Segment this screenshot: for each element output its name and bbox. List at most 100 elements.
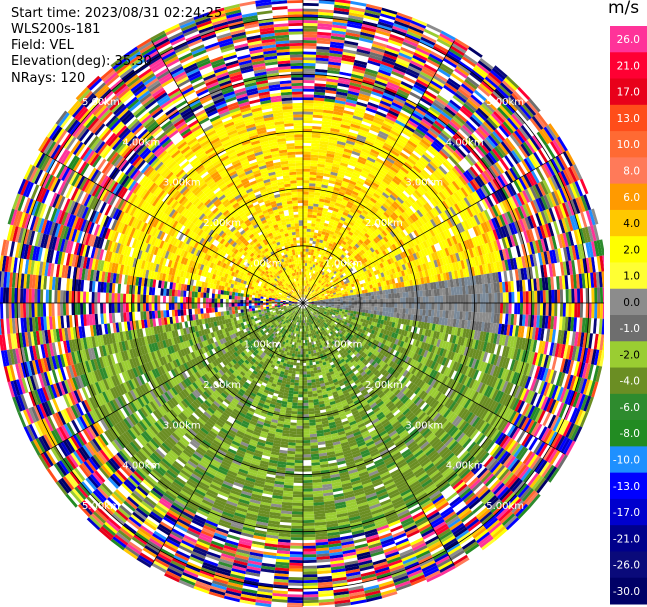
velocity-gate [393,65,407,74]
velocity-gate [303,254,306,258]
velocity-gate [304,294,307,298]
velocity-gate [316,40,331,45]
velocity-gate [444,143,455,154]
velocity-gate [394,187,403,195]
velocity-gate [432,45,448,56]
velocity-gate [306,286,309,290]
velocity-gate [318,242,323,246]
velocity-gate [312,120,323,124]
velocity-gate [399,112,411,120]
velocity-gate [303,271,305,275]
velocity-gate [500,303,504,314]
velocity-gate [380,194,388,201]
velocity-gate [316,43,331,48]
velocity-gate [316,275,319,279]
velocity-gate [364,289,368,294]
velocity-gate [326,75,339,80]
velocity-gate [491,67,506,80]
velocity-gate [310,292,314,295]
velocity-gate [327,147,336,152]
velocity-gate [358,190,366,197]
velocity-gate [370,291,375,296]
velocity-gate [343,110,354,116]
velocity-gate [312,212,318,216]
velocity-gate [318,269,322,274]
velocity-gate [344,228,350,234]
velocity-gate [425,303,429,310]
velocity-gate [554,289,558,303]
velocity-gate [411,297,415,303]
velocity-gate [339,188,346,194]
velocity-gate [508,292,512,303]
velocity-gate [413,109,425,119]
velocity-gate [459,85,473,97]
velocity-gate [390,180,399,188]
velocity-gate [303,125,313,129]
velocity-gate [379,13,396,21]
velocity-gate [333,220,339,225]
velocity-gate [355,139,365,146]
velocity-gate [399,49,414,58]
velocity-gate [312,276,315,280]
velocity-gate [421,118,433,128]
velocity-gate [391,298,395,303]
velocity-gate [345,29,361,35]
velocity-gate [402,104,415,113]
velocity-gate [303,205,309,209]
velocity-gate [307,283,310,287]
velocity-gate [400,303,403,309]
velocity-gate [416,44,432,54]
velocity-gate [389,33,405,42]
velocity-gate [303,11,319,15]
velocity-gate [331,195,338,200]
velocity-gate [319,280,323,284]
velocity-gate [404,73,418,82]
velocity-gate [326,229,331,234]
velocity-gate [303,128,313,132]
velocity-gate [313,106,324,110]
velocity-gate [310,272,313,276]
velocity-gate [323,170,331,175]
velocity-gate [401,129,412,138]
velocity-gate [348,87,360,94]
velocity-gate [364,9,381,16]
velocity-gate [367,292,372,297]
velocity-gate [348,84,361,91]
velocity-gate [383,189,392,197]
velocity-gate [502,292,506,303]
velocity-gate [317,279,320,283]
velocity-gate [340,159,349,165]
velocity-gate [303,265,305,269]
velocity-gate [324,95,336,100]
velocity-gate [303,85,315,89]
velocity-gate [374,176,383,184]
velocity-gate [357,177,366,184]
velocity-gate [351,150,361,157]
velocity-gate [436,152,447,162]
velocity-gate [362,145,372,152]
velocity-gate [457,109,470,121]
velocity-gate [310,160,318,164]
velocity-gate [316,238,320,243]
velocity-gate [317,247,321,252]
velocity-gate [435,96,448,107]
velocity-gate [358,40,373,47]
velocity-gate [303,160,311,164]
velocity-gate [387,196,395,204]
velocity-gate [305,289,307,292]
velocity-gate [329,177,337,182]
velocity-gate [412,179,421,188]
velocity-gate [351,226,357,232]
velocity-gate [331,257,335,262]
velocity-gate [444,55,459,66]
velocity-gate [323,237,328,242]
velocity-gate [472,67,487,79]
velocity-gate [377,24,393,32]
velocity-gate [451,43,467,54]
velocity-gate [437,303,441,311]
velocity-gate [303,291,305,295]
velocity-gate [454,38,470,49]
velocity-gate [468,294,472,303]
velocity-gate [315,180,323,185]
velocity-gate [403,176,412,184]
